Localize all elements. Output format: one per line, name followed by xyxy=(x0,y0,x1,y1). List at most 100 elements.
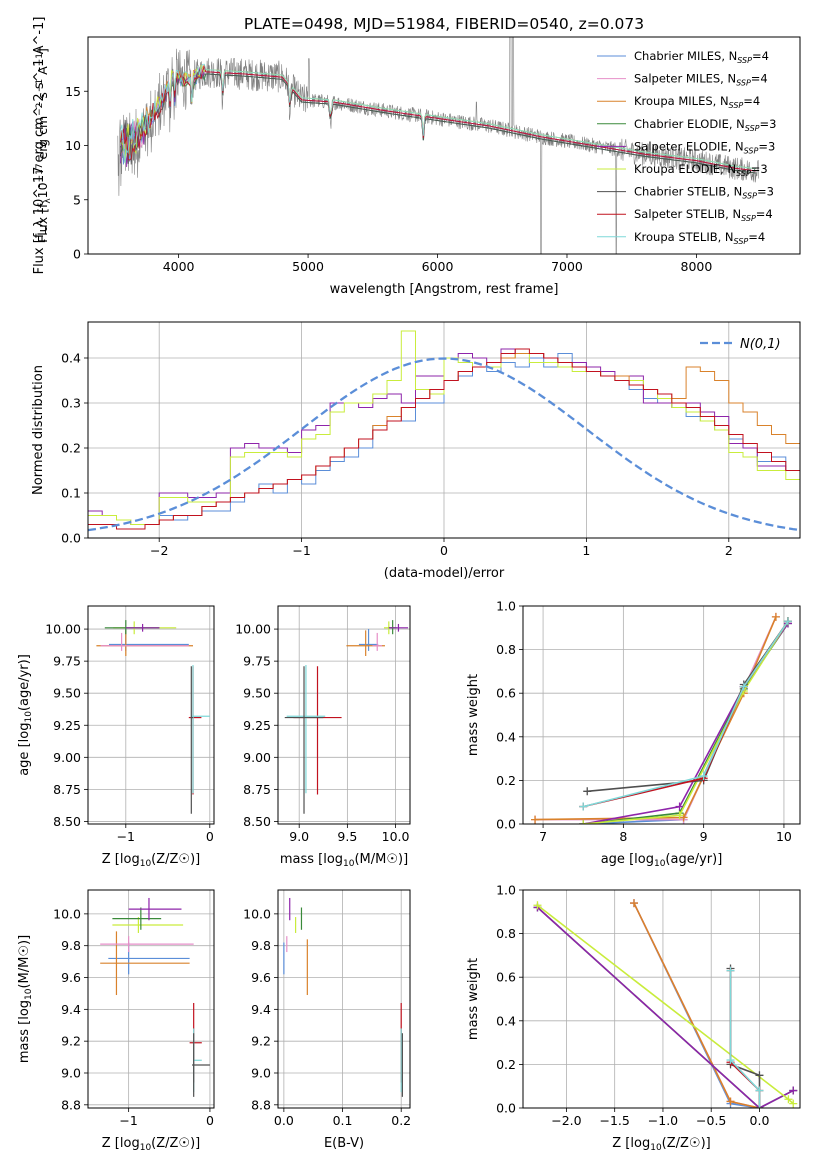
legend-label: Chabrier ELODIE, NSSP=3 xyxy=(634,117,776,133)
axes-frame xyxy=(522,605,801,825)
weight-marker xyxy=(579,820,588,824)
histogram-step-line xyxy=(88,348,800,530)
weight-marker xyxy=(726,1056,735,1065)
weight-marker xyxy=(755,1104,764,1108)
legend-label: Salpeter ELODIE, NSSP=3 xyxy=(634,139,775,155)
y-tick-label: 0.4 xyxy=(496,1013,516,1028)
panel-residuals: −2 −1 0 1 2 0.0 0.1 0.2 0.3 0.4 (data-model)/error… xyxy=(31,321,801,581)
x-axis-label: age [log10(age/yr)] xyxy=(601,852,723,869)
legend-label: N(0,1) xyxy=(740,337,781,352)
weight-marker xyxy=(629,899,638,908)
x-tick-label: −1 xyxy=(117,829,135,844)
model-spectrum-line xyxy=(119,64,756,172)
y-tick-label: 15 xyxy=(65,84,81,99)
x-tick-label: 5000 xyxy=(292,259,324,274)
y-tick-label: 8.8 xyxy=(61,1097,81,1112)
y-tick-label: 0.2 xyxy=(496,773,516,788)
x-tick-label: 0 xyxy=(206,829,214,844)
x-tick-label: 1 xyxy=(582,543,590,558)
x-tick-label: −1 xyxy=(119,1113,137,1128)
x-tick-label: 9.0 xyxy=(289,829,309,844)
x-tick-label: 0.0 xyxy=(750,1113,770,1128)
x-tick-label: −2.0 xyxy=(551,1113,581,1128)
plot-area xyxy=(531,612,792,824)
y-tick-label: 9.0 xyxy=(251,1065,271,1080)
x-axis-label: Z [log10(Z/Z☉)] xyxy=(102,1136,200,1153)
weight-marker xyxy=(699,772,708,781)
figure-title: PLATE=0498, MJD=51984, FIBERID=0540, z=0… xyxy=(244,15,644,33)
x-tick-label: 8 xyxy=(619,829,627,844)
spectrum-legend: Chabrier MILES, NSSP=4 Salpeter MILES, NS… xyxy=(597,49,776,246)
y-tick-label: 0.2 xyxy=(496,1057,516,1072)
y-axis-label: mass weight xyxy=(466,958,481,1040)
y-tick-label: 9.6 xyxy=(61,970,81,985)
plot-area xyxy=(117,37,759,254)
y-tick-label: 10.0 xyxy=(243,906,271,921)
weight-marker xyxy=(579,802,588,811)
legend-label: Salpeter STELIB, NSSP=4 xyxy=(634,207,773,223)
x-tick-label: −2 xyxy=(150,543,168,558)
y-tick-label: 9.2 xyxy=(251,1034,271,1049)
weight-marker xyxy=(726,966,735,975)
y-tick-label: 0.6 xyxy=(496,686,516,701)
y-axis-label: Flux [f_λ 10^-17 erg cm^-2 s^-1 A^-1] xyxy=(32,17,47,275)
x-tick-label: 8000 xyxy=(681,259,713,274)
axes-frame xyxy=(87,605,215,825)
weight-marker xyxy=(789,1099,798,1108)
y-tick-label: 10.00 xyxy=(45,622,81,637)
axes-frame xyxy=(277,889,411,1109)
y-tick-label: 9.25 xyxy=(53,718,81,733)
panel-mass_vs_Z: −1 0 8.8 9.0 9.2 9.4 9.6 9.8 10.0 Z [log10(Z/Z☉)]… xyxy=(17,889,215,1153)
axes-frame xyxy=(277,605,411,825)
panel-age_vs_Z: −1 0 8.50 8.75 9.00 9.25 9.50 9.75 10.00 Z [log10… xyxy=(17,605,215,869)
plot-area xyxy=(96,620,210,814)
weight-marker xyxy=(675,802,684,811)
weight-marker xyxy=(771,612,780,621)
weight-series-line xyxy=(729,970,761,1108)
y-tick-label: 9.6 xyxy=(251,970,271,985)
y-tick-label: 0.6 xyxy=(496,970,516,985)
y-tick-label: 0.0 xyxy=(496,817,516,832)
x-tick-label: 7000 xyxy=(551,259,583,274)
panel-weight_vs_age: 7 8 9 10 0.0 0.2 0.4 0.6 0.8 1.0 age [log10(age/yr… xyxy=(466,599,801,869)
x-axis-label: wavelength [Angstrom, rest frame] xyxy=(330,282,559,297)
y-tick-label: 9.4 xyxy=(61,1002,81,1017)
weight-marker xyxy=(755,1086,764,1095)
weight-marker xyxy=(533,901,542,910)
y-tick-label: 0.2 xyxy=(61,441,81,456)
axes-frame xyxy=(87,889,215,1109)
x-axis-label: (data-model)/error xyxy=(384,566,505,581)
y-tick-label: 0.4 xyxy=(61,351,81,366)
axes-frame xyxy=(522,889,801,1109)
y-tick-label: 9.50 xyxy=(243,686,271,701)
panel-spectrum: 4000 5000 6000 7000 8000 0 5 10 15 wavelength [An… xyxy=(32,17,801,297)
y-tick-label: 9.75 xyxy=(53,654,81,669)
y-tick-label: 10.0 xyxy=(53,906,81,921)
y-axis-label: mass weight xyxy=(466,674,481,756)
y-tick-label: 5 xyxy=(73,192,81,207)
legend-label: Salpeter MILES, NSSP=4 xyxy=(634,72,768,88)
x-tick-label: −0.5 xyxy=(696,1113,726,1128)
y-tick-label: 9.8 xyxy=(61,938,81,953)
weight-marker xyxy=(679,813,688,822)
y-tick-label: 9.2 xyxy=(61,1034,81,1049)
y-tick-label: 0.8 xyxy=(496,642,516,657)
y-tick-label: 0 xyxy=(73,247,81,262)
weight-marker xyxy=(675,811,684,820)
legend-label: Kroupa MILES, NSSP=4 xyxy=(634,94,760,110)
weight-marker xyxy=(531,815,540,824)
y-tick-label: 0.4 xyxy=(496,729,516,744)
y-tick-label: 9.00 xyxy=(53,750,81,765)
x-tick-label: 7 xyxy=(539,829,547,844)
y-axis-label: mass [log10(M/M☉)] xyxy=(17,935,34,1063)
y-tick-label: 1.0 xyxy=(496,599,516,614)
x-tick-label: 10 xyxy=(776,829,792,844)
x-tick-label: 0 xyxy=(440,543,448,558)
legend-label: Kroupa STELIB, NSSP=4 xyxy=(634,230,765,246)
x-tick-label: 0.0 xyxy=(274,1113,294,1128)
weight-marker xyxy=(726,1097,735,1106)
y-tick-label: 8.50 xyxy=(53,814,81,829)
panel-mass_vs_ebv: 0.0 0.1 0.2 8.8 9.0 9.2 9.4 9.6 9.8 10.0 E(B-V) xyxy=(243,889,411,1151)
y-tick-label: 9.50 xyxy=(53,686,81,701)
y-tick-label: 0.1 xyxy=(61,486,81,501)
